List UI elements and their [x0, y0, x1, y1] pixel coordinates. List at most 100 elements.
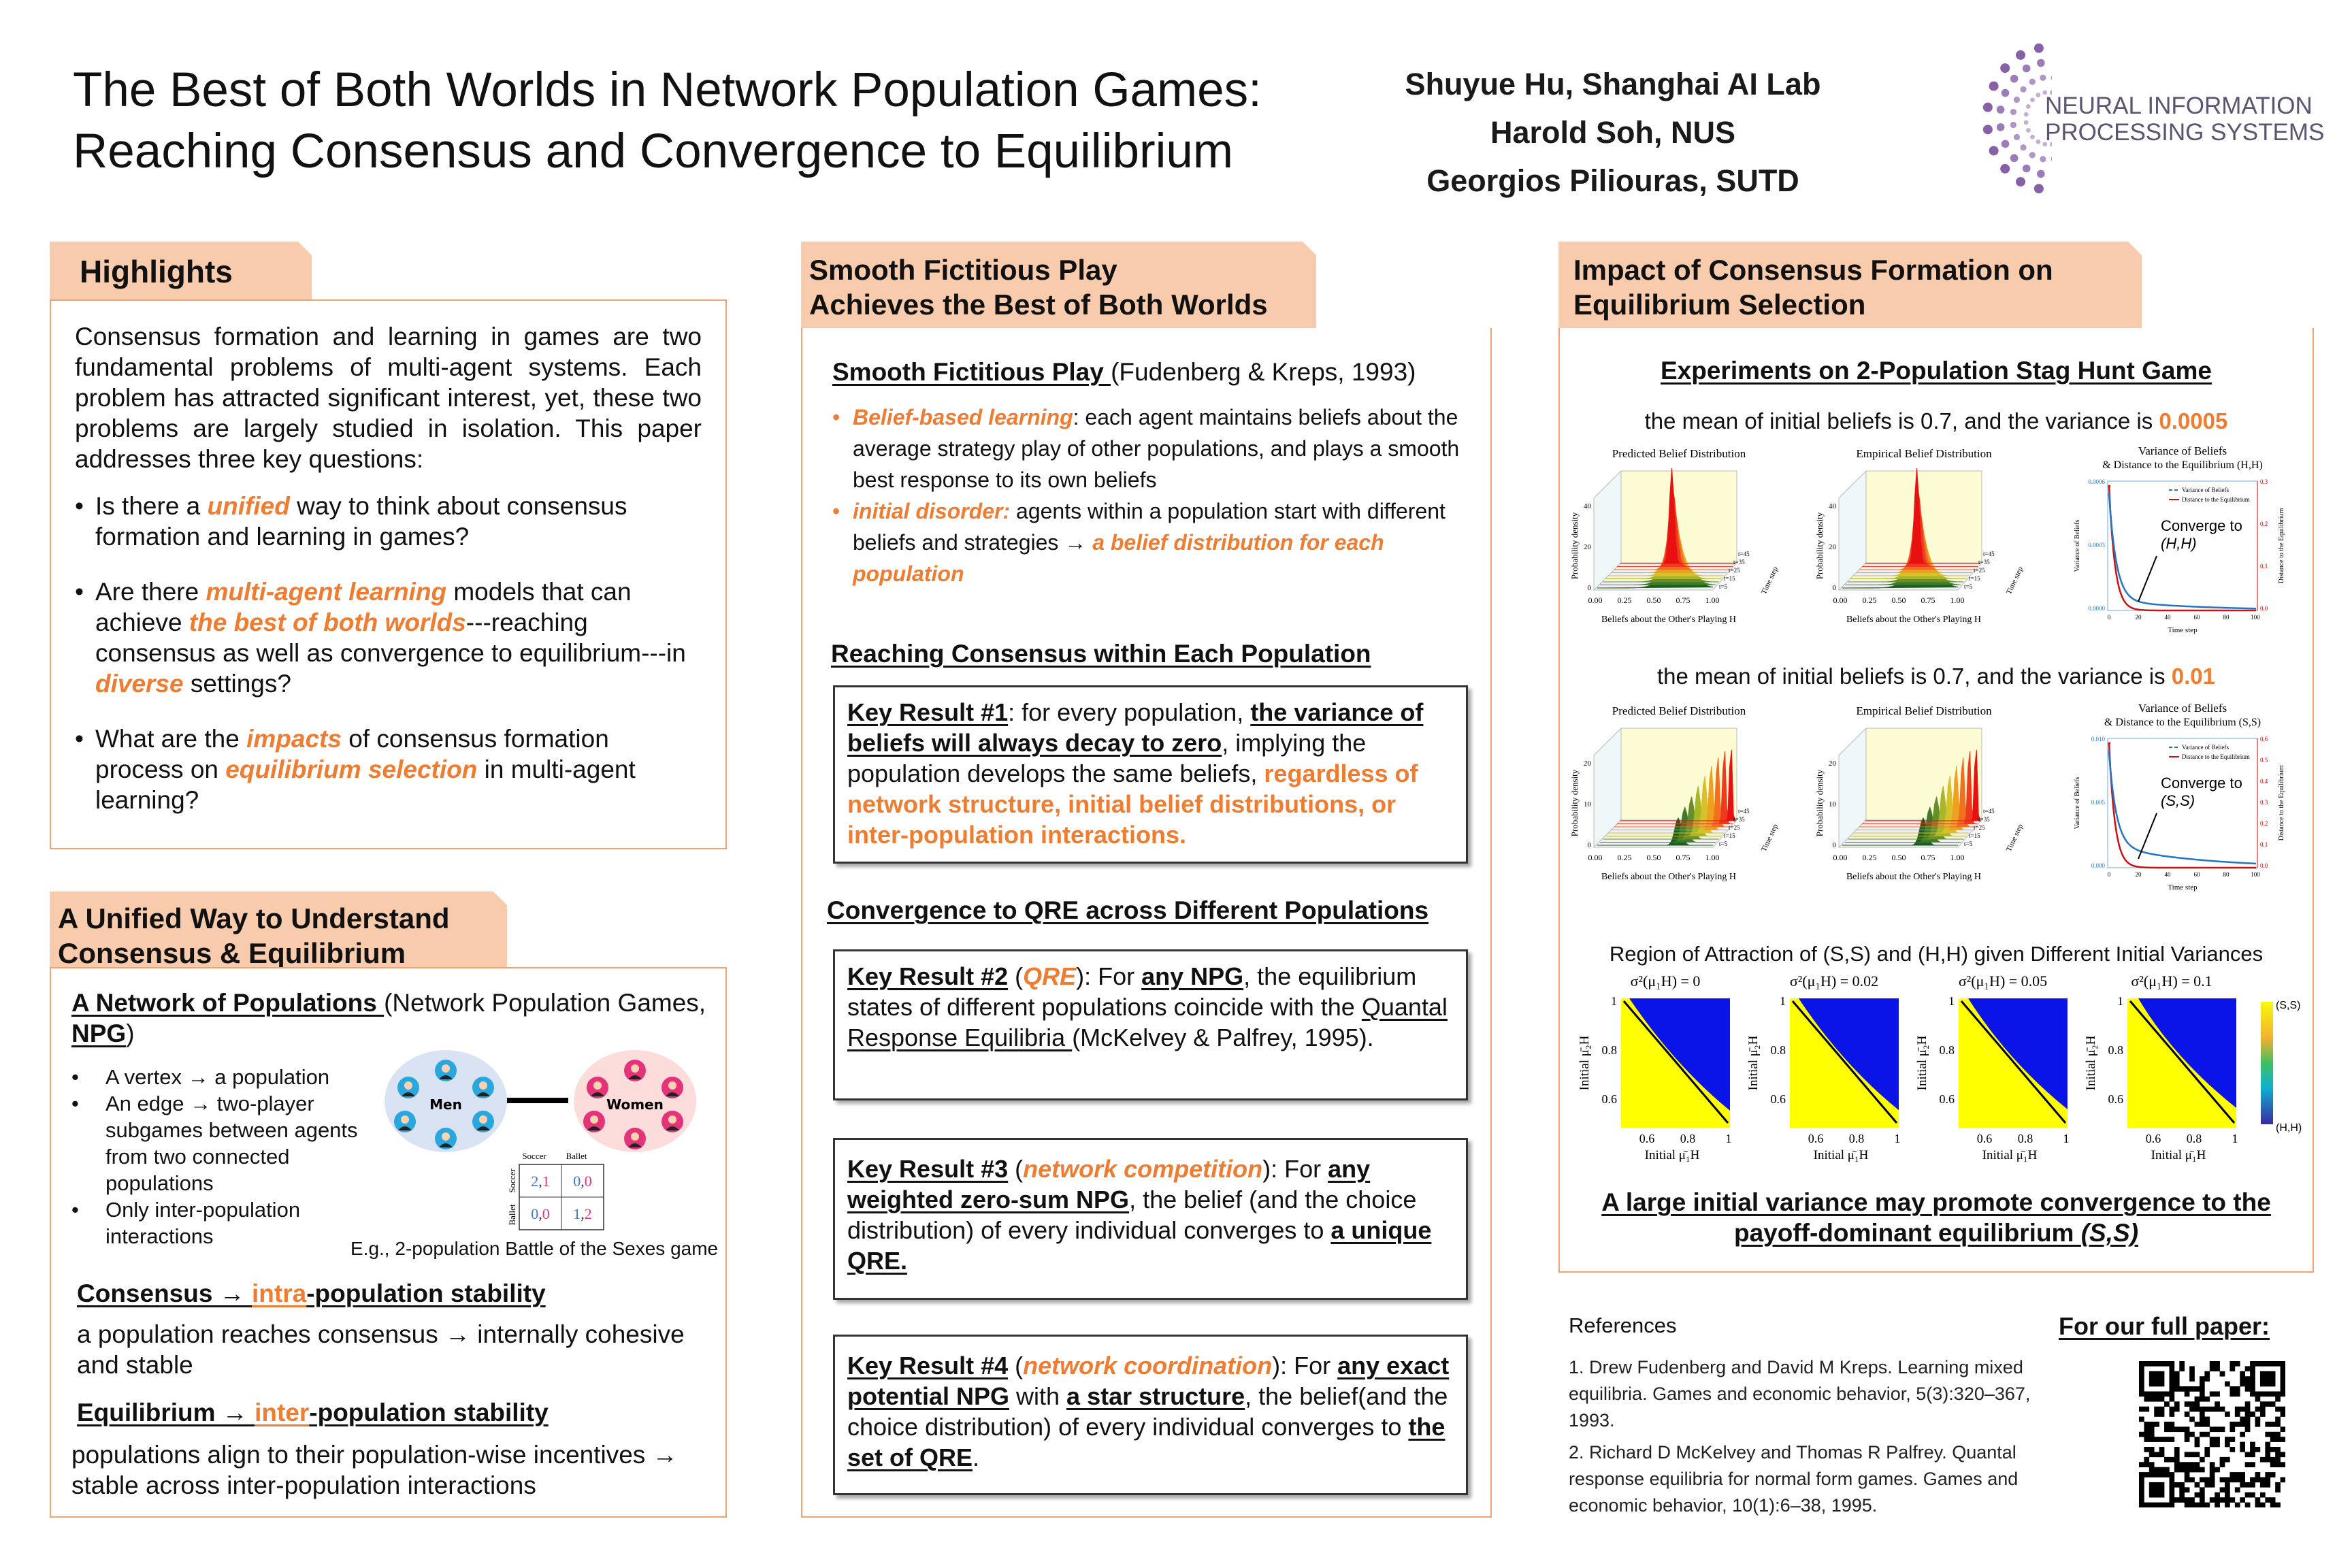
tick-label: 0.50	[1647, 853, 1661, 862]
payoff-cell: 2,1	[531, 1173, 550, 1190]
logo-dot	[2034, 184, 2044, 194]
axis-label: Variance of Beliefs	[2074, 520, 2081, 572]
question-3: What are the impacts of consensus format…	[75, 723, 702, 815]
arrow-icon	[2138, 555, 2157, 602]
qr-module	[2159, 1406, 2165, 1412]
qr-module	[2255, 1502, 2261, 1507]
qr-module	[2209, 1462, 2215, 1467]
qr-module	[2159, 1482, 2165, 1488]
tick-label: 40	[2165, 614, 2172, 621]
tick-label: 0.00	[1588, 595, 1603, 605]
tick-label: 0.6	[1639, 1132, 1655, 1145]
qr-module	[2154, 1437, 2159, 1442]
qr-module	[2149, 1371, 2155, 1377]
qr-module	[2259, 1502, 2266, 1507]
boundary-line	[1791, 1000, 1898, 1124]
qr-module	[2169, 1406, 2175, 1412]
axis-label: Initial μ̄₁H	[1814, 1148, 1869, 1162]
text-segment: , implying the population develops the s…	[847, 729, 1367, 787]
qr-module	[2225, 1456, 2230, 1463]
logo-dot	[1996, 105, 2005, 114]
qr-module	[2174, 1401, 2180, 1407]
avatar-body	[666, 1092, 679, 1096]
npg-title: A Network of Populations (Network Popula…	[71, 987, 718, 1049]
full-paper-label: For our full paper:	[2059, 1312, 2270, 1340]
text-segment: way to think about consensus formation a…	[95, 492, 627, 551]
qr-module	[2199, 1487, 2205, 1493]
qr-module	[2179, 1366, 2185, 1372]
qr-module	[2275, 1456, 2281, 1463]
logo-dot	[2036, 139, 2041, 144]
qr-module	[2139, 1482, 2144, 1488]
tick-label: 20	[1829, 760, 1837, 768]
text-segment: in multi-agent learning?	[95, 755, 636, 814]
converge-label: Converge to	[2161, 774, 2242, 791]
text-segment: any weighted zero-sum NPG	[847, 1155, 1371, 1213]
men-label: Men	[429, 1096, 462, 1113]
qr-module	[2240, 1477, 2245, 1483]
qr-module	[2184, 1401, 2190, 1407]
text-segment: ---reaching consensus as well as converg…	[95, 608, 686, 667]
qr-module	[2250, 1381, 2255, 1387]
qr-module	[2204, 1431, 2210, 1437]
logo-dot	[2051, 75, 2052, 80]
qr-module	[2144, 1406, 2150, 1412]
qr-module	[2219, 1426, 2225, 1433]
qr-module	[2164, 1472, 2170, 1477]
axis-label: Distance to the Equilibrium	[2278, 765, 2285, 840]
qr-code[interactable]	[2139, 1361, 2285, 1507]
consensus-title: Consensus → intra-population stability	[77, 1278, 546, 1309]
avatar-body	[476, 1126, 490, 1130]
qr-module	[2149, 1426, 2155, 1433]
qr-module	[2280, 1386, 2285, 1392]
men-payoff: 2	[531, 1173, 538, 1190]
qr-module	[2265, 1477, 2271, 1483]
tick-label: 0.00	[1833, 595, 1848, 605]
qr-module	[2244, 1482, 2251, 1488]
tick-label: 0.000	[2091, 862, 2106, 869]
hh-region	[1629, 998, 1730, 1111]
tick-label: 0.005	[2091, 799, 2106, 806]
tick-label: 1	[1726, 1132, 1732, 1145]
tick-label: 0.75	[1921, 853, 1936, 862]
tick-label: 40	[1829, 502, 1837, 510]
colorbar	[2261, 1002, 2273, 1124]
qr-module	[2275, 1502, 2281, 1507]
tick-label: 0.8	[2108, 1043, 2124, 1057]
roa-title: Region of Attraction of (S,S) and (H,H) …	[1609, 942, 2264, 966]
text-segment: (Fudenberg & Kreps, 1993)	[1111, 358, 1416, 386]
qr-module	[2149, 1391, 2155, 1397]
qr-module	[2240, 1441, 2245, 1448]
qr-module	[2159, 1391, 2165, 1397]
man-icon	[472, 1077, 494, 1098]
logo-dot	[2013, 96, 2021, 103]
tick-label: 0.25	[1863, 595, 1877, 605]
density-ridge	[1853, 776, 1970, 834]
qr-module	[2194, 1467, 2200, 1473]
comma: ,	[538, 1205, 542, 1222]
qr-module	[2154, 1487, 2159, 1493]
qr-module	[2139, 1366, 2144, 1372]
tick-label: 0.1	[2260, 841, 2268, 848]
qr-module	[2270, 1381, 2276, 1387]
tick-label: 0.00	[1833, 853, 1848, 862]
qr-module	[2219, 1497, 2225, 1503]
qr-module	[2149, 1447, 2155, 1452]
qr-module	[2280, 1477, 2285, 1483]
qr-module	[2215, 1502, 2220, 1507]
tick-label: 1	[1611, 994, 1617, 1008]
row1-caption: the mean of initial beliefs is 0.7, and …	[1560, 408, 2313, 434]
qr-module	[2209, 1482, 2215, 1488]
qr-module	[2159, 1381, 2165, 1387]
tick-label: 10	[1584, 800, 1592, 808]
tick-label: 0.8	[1940, 1043, 1955, 1057]
logo-dot	[1989, 146, 1999, 156]
qr-module	[2139, 1497, 2144, 1503]
axis-label: Time step	[1760, 823, 1780, 853]
qr-module	[2174, 1376, 2180, 1382]
qr-module	[2259, 1406, 2266, 1412]
tick-label: 0.00	[1588, 853, 1603, 862]
variance-line	[2108, 493, 2257, 610]
qr-module	[2265, 1371, 2271, 1377]
qr-module	[2204, 1406, 2210, 1412]
